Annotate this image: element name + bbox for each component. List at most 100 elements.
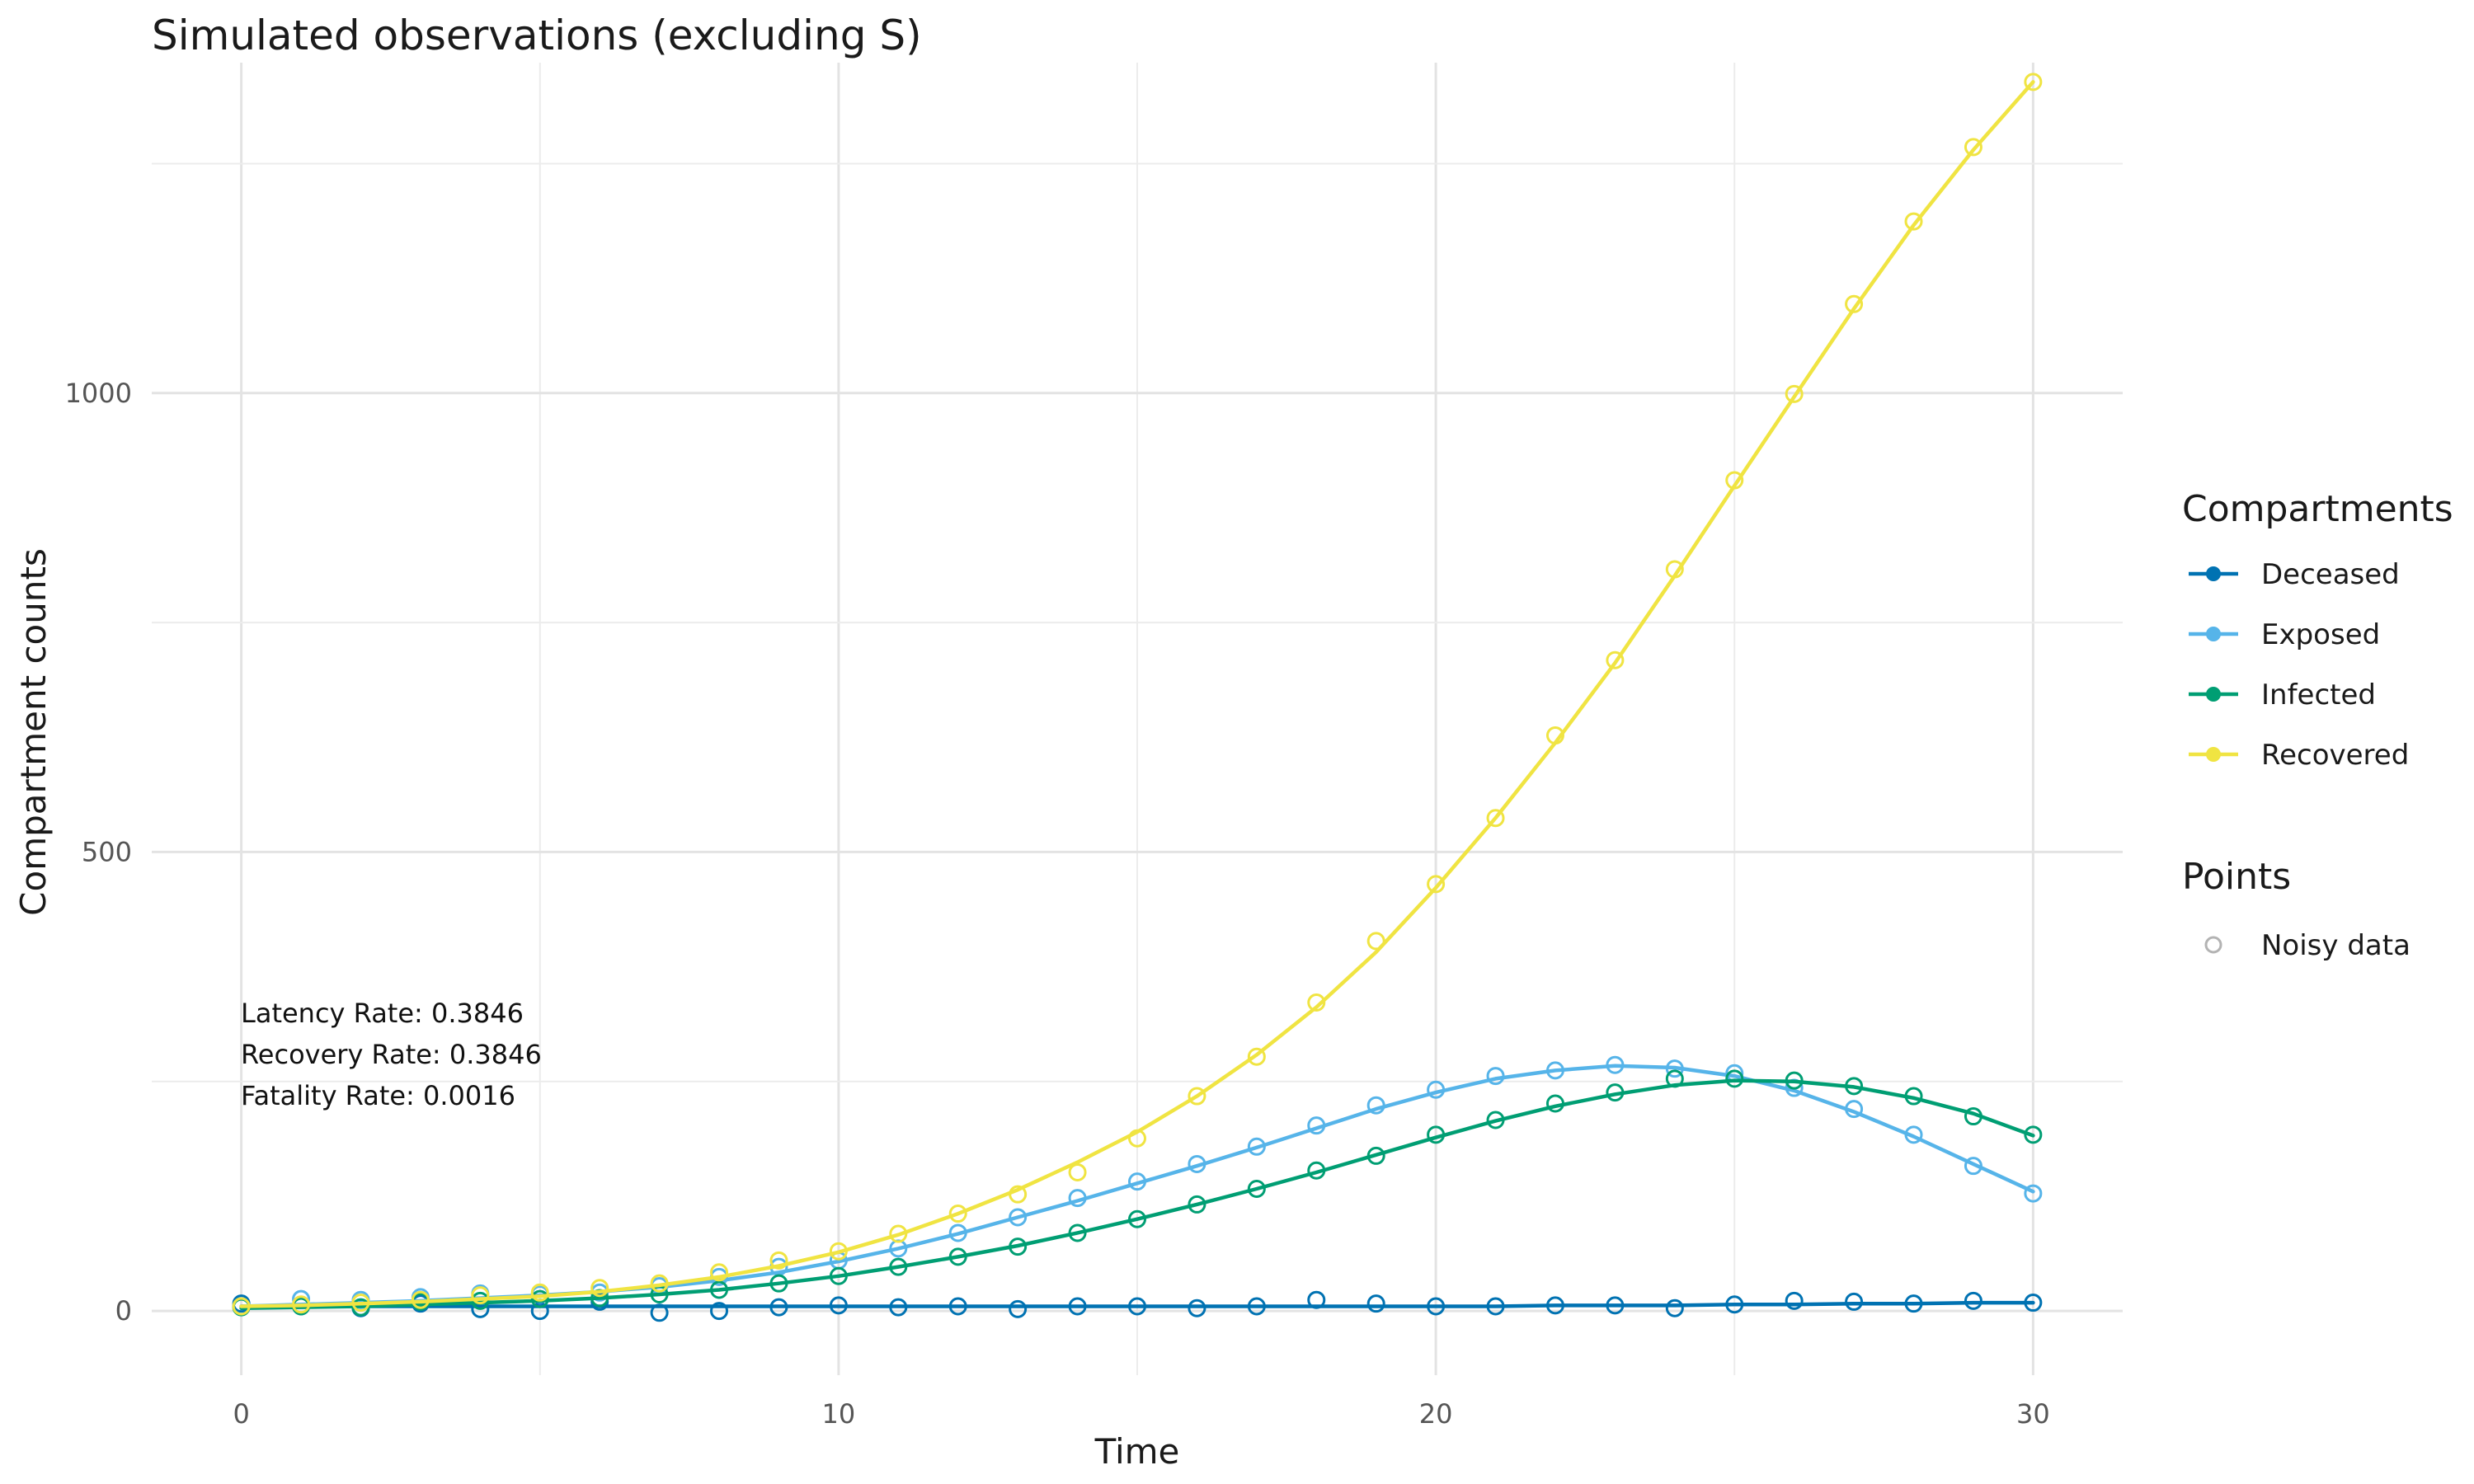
infected-point xyxy=(1665,1069,1684,1088)
recovered-point xyxy=(411,1290,430,1309)
exposed-point xyxy=(1188,1154,1206,1173)
chart-title: Simulated observations (excluding S) xyxy=(152,12,922,59)
legend-item-deceased: Deceased xyxy=(2189,558,2400,591)
infected-point xyxy=(1427,1125,1446,1144)
legend-item-infected: Infected xyxy=(2189,679,2376,711)
legend-item-noisy-data: Noisy data xyxy=(2204,929,2411,962)
deceased-point xyxy=(948,1297,967,1316)
recovered-point xyxy=(1725,471,1744,490)
deceased-point xyxy=(2024,1294,2043,1313)
legend-swatch-dot xyxy=(2206,747,2221,762)
exposed-point xyxy=(1068,1189,1087,1208)
exposed-point xyxy=(1545,1061,1564,1080)
x-tick-label: 30 xyxy=(2016,1398,2050,1430)
exposed-point xyxy=(1307,1116,1326,1135)
deceased-point xyxy=(1904,1294,1923,1313)
infected-point xyxy=(829,1266,848,1285)
x-tick-label: 10 xyxy=(822,1398,856,1430)
deceased-point xyxy=(1068,1297,1087,1316)
infected-point xyxy=(1068,1223,1087,1242)
infected-point xyxy=(1845,1077,1864,1096)
recovered-point xyxy=(1009,1185,1028,1204)
y-tick-label: 500 xyxy=(82,836,132,867)
gridlines xyxy=(152,63,2123,1375)
infected-point xyxy=(1606,1083,1625,1102)
deceased-point xyxy=(769,1298,788,1317)
exposed-point xyxy=(948,1223,967,1242)
recovered-point xyxy=(590,1279,609,1298)
recovered-point xyxy=(1545,726,1564,745)
infected-point xyxy=(889,1257,908,1276)
recovered-point xyxy=(829,1242,848,1261)
legend-swatch-dot xyxy=(2206,566,2221,581)
exposed-point xyxy=(1366,1096,1385,1115)
legend-label: Deceased xyxy=(2261,558,2400,591)
infected-point xyxy=(2024,1125,2043,1144)
recovered-point xyxy=(351,1294,370,1313)
x-tick-label: 0 xyxy=(233,1398,249,1430)
recovered-point xyxy=(1785,384,1804,403)
recovered-point xyxy=(471,1286,490,1305)
deceased-point xyxy=(1307,1290,1326,1309)
infected-point xyxy=(351,1298,370,1317)
exposed-point xyxy=(1845,1100,1864,1119)
recovered-point xyxy=(292,1295,311,1314)
infected-point xyxy=(1964,1107,1982,1126)
series-recovered xyxy=(232,73,2043,1316)
deceased-point xyxy=(1845,1292,1864,1311)
infected-point xyxy=(1486,1111,1505,1129)
rate-annotation: Fatality Rate: 0.0016 xyxy=(241,1080,515,1111)
exposed-point xyxy=(1427,1080,1446,1099)
deceased-point xyxy=(1964,1291,1982,1310)
deceased-point xyxy=(1366,1294,1385,1313)
deceased-point xyxy=(1725,1295,1744,1314)
deceased-point xyxy=(1486,1297,1505,1316)
rate-annotations: Latency Rate: 0.3846 Recovery Rate: 0.384… xyxy=(241,998,542,1111)
exposed-point xyxy=(1486,1067,1505,1086)
recovered-point xyxy=(1904,212,1923,231)
infected-point xyxy=(1785,1071,1804,1090)
infected-point xyxy=(1904,1087,1923,1106)
exposed-point xyxy=(1964,1157,1982,1176)
infected-point xyxy=(1725,1069,1744,1088)
recovered-point xyxy=(530,1283,549,1302)
infected-point xyxy=(769,1274,788,1293)
recovered-point xyxy=(889,1224,908,1243)
recovered-point xyxy=(650,1274,669,1293)
recovered-point xyxy=(1068,1162,1087,1181)
infected-point xyxy=(1009,1237,1028,1256)
deceased-point xyxy=(1009,1299,1028,1318)
deceased-point xyxy=(1545,1296,1564,1315)
rate-annotation: Recovery Rate: 0.3846 xyxy=(241,1039,542,1070)
y-axis-title: Compartment counts xyxy=(13,548,54,916)
legend-label: Noisy data xyxy=(2261,929,2411,962)
recovered-point xyxy=(1427,875,1446,894)
infected-point xyxy=(1366,1146,1385,1165)
infected-point xyxy=(1247,1180,1266,1199)
recovered-point xyxy=(1665,560,1684,579)
legend-swatch-dot xyxy=(2206,687,2221,702)
deceased-point xyxy=(1665,1298,1684,1317)
infected-point xyxy=(710,1280,729,1299)
deceased-point xyxy=(1785,1291,1804,1310)
recovered-point xyxy=(1307,993,1326,1012)
recovered-point xyxy=(1606,650,1625,669)
exposed-point xyxy=(1904,1125,1923,1144)
legend-item-exposed: Exposed xyxy=(2189,618,2380,651)
recovered-point xyxy=(232,1297,251,1316)
recovered-point xyxy=(1128,1129,1146,1148)
deceased-point xyxy=(889,1298,908,1317)
infected-point xyxy=(1545,1094,1564,1113)
deceased-point xyxy=(1427,1297,1446,1316)
legend: Compartments Deceased Exposed Infected Recov… xyxy=(2182,488,2453,962)
deceased-point xyxy=(1188,1298,1206,1317)
x-axis-title: Time xyxy=(1094,1431,1180,1472)
exposed-point xyxy=(1009,1208,1028,1227)
deceased-point xyxy=(1247,1297,1266,1316)
recovered-line xyxy=(239,80,2035,1308)
deceased-point xyxy=(829,1296,848,1315)
recovered-point xyxy=(1486,809,1505,828)
infected-point xyxy=(948,1247,967,1266)
recovered-point xyxy=(710,1263,729,1282)
